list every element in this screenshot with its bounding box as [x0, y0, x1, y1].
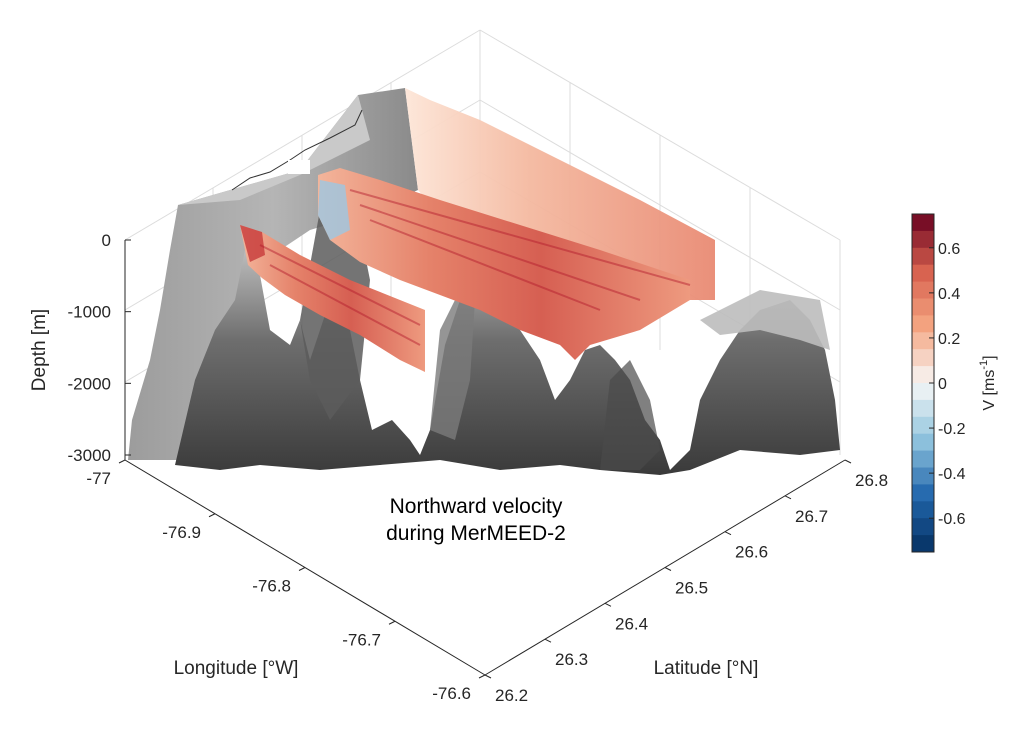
colorbar-tick-label: 0.4 [938, 286, 960, 303]
latitude-tick-mark [724, 531, 732, 536]
longitude-tick-label: -77 [86, 469, 111, 488]
latitude-tick-mark [604, 602, 612, 607]
latitude-axis: 26.2 26.3 26.4 26.5 26.6 26.7 26.8 [484, 459, 888, 705]
colorbar-tick-label: 0.2 [938, 331, 960, 348]
colorbar-segment [912, 383, 934, 401]
latitude-axis-label: Latitude [°N] [654, 658, 759, 679]
colorbar-segment [912, 399, 934, 418]
longitude-tick-mark [208, 513, 216, 518]
latitude-tick-label: 26.8 [855, 471, 888, 490]
colorbar-tick-label: -0.6 [938, 511, 966, 528]
depth-tick-label: -2000 [68, 374, 111, 393]
colorbar-segment [912, 501, 934, 519]
latitude-tick-mark [784, 495, 792, 500]
colorbar-tick-label: 0.6 [938, 241, 960, 258]
colorbar-segment [912, 416, 934, 435]
depth-tick-label: 0 [102, 231, 111, 250]
colorbar-segment [912, 214, 934, 232]
colorbar-segment [912, 281, 934, 299]
latitude-tick-mark [544, 638, 552, 643]
velocity-section-west [240, 225, 425, 372]
longitude-tick-mark [118, 459, 126, 464]
latitude-tick-label: 26.5 [675, 579, 708, 598]
colorbar-segment [912, 433, 934, 452]
colorbar-segment [912, 484, 934, 502]
colorbar-segment [912, 332, 934, 350]
colorbar-tick-label: -0.2 [938, 421, 966, 438]
latitude-tick-mark [484, 674, 492, 679]
colorbar-tick-label: -0.4 [938, 466, 966, 483]
colorbar-label: V [ms-1] [978, 355, 998, 410]
latitude-tick-label: 26.6 [735, 543, 768, 562]
depth-tick-label: -3000 [68, 446, 111, 465]
velocity-sections [240, 88, 715, 372]
colorbar-ticks: 0.6 0.4 0.2 0 -0.2 -0.4 -0.6 [929, 241, 966, 528]
colorbar-segment [912, 264, 934, 283]
colorbar-segment [912, 518, 934, 536]
colorbar-segment [912, 467, 934, 485]
colorbar-segment [912, 366, 934, 384]
latitude-tick-label: 26.7 [795, 507, 828, 526]
longitude-tick-mark [388, 620, 396, 625]
annotation-line-2: during MerMEED-2 [386, 522, 566, 545]
latitude-tick-label: 26.2 [495, 686, 528, 705]
longitude-tick-label: -76.9 [162, 523, 201, 542]
colorbar-segment [912, 535, 934, 553]
depth-tick-label: -1000 [68, 303, 111, 322]
longitude-axis-label: Longitude [°W] [174, 658, 299, 679]
velocity-section-main [318, 168, 690, 360]
depth-axis-label: Depth [m] [29, 309, 50, 391]
depth-axis: 0 -1000 -2000 -3000 [68, 231, 131, 465]
colorbar-segment [912, 298, 934, 316]
annotation-line-1: Northward velocity [390, 495, 563, 518]
latitude-tick-label: 26.3 [555, 650, 588, 669]
latitude-tick-label: 26.4 [615, 614, 648, 633]
colorbar-segment [912, 450, 934, 468]
colorbar [911, 213, 935, 553]
longitude-tick-label: -76.6 [432, 684, 471, 703]
latitude-tick-mark [844, 459, 852, 464]
latitude-tick-mark [664, 567, 672, 571]
longitude-tick-mark [298, 567, 306, 571]
colorbar-tick-label: 0 [938, 376, 947, 393]
velocity-section-back [405, 88, 715, 300]
longitude-tick-label: -76.7 [342, 630, 381, 649]
colorbar-segment [912, 230, 934, 249]
longitude-tick-label: -76.8 [252, 577, 291, 596]
colorbar-segment [912, 247, 934, 266]
colorbar-segment [912, 349, 934, 367]
longitude-tick-mark [478, 674, 486, 679]
colorbar-segment [912, 315, 934, 333]
longitude-axis: -77 -76.9 -76.8 -76.7 -76.6 [86, 459, 486, 703]
